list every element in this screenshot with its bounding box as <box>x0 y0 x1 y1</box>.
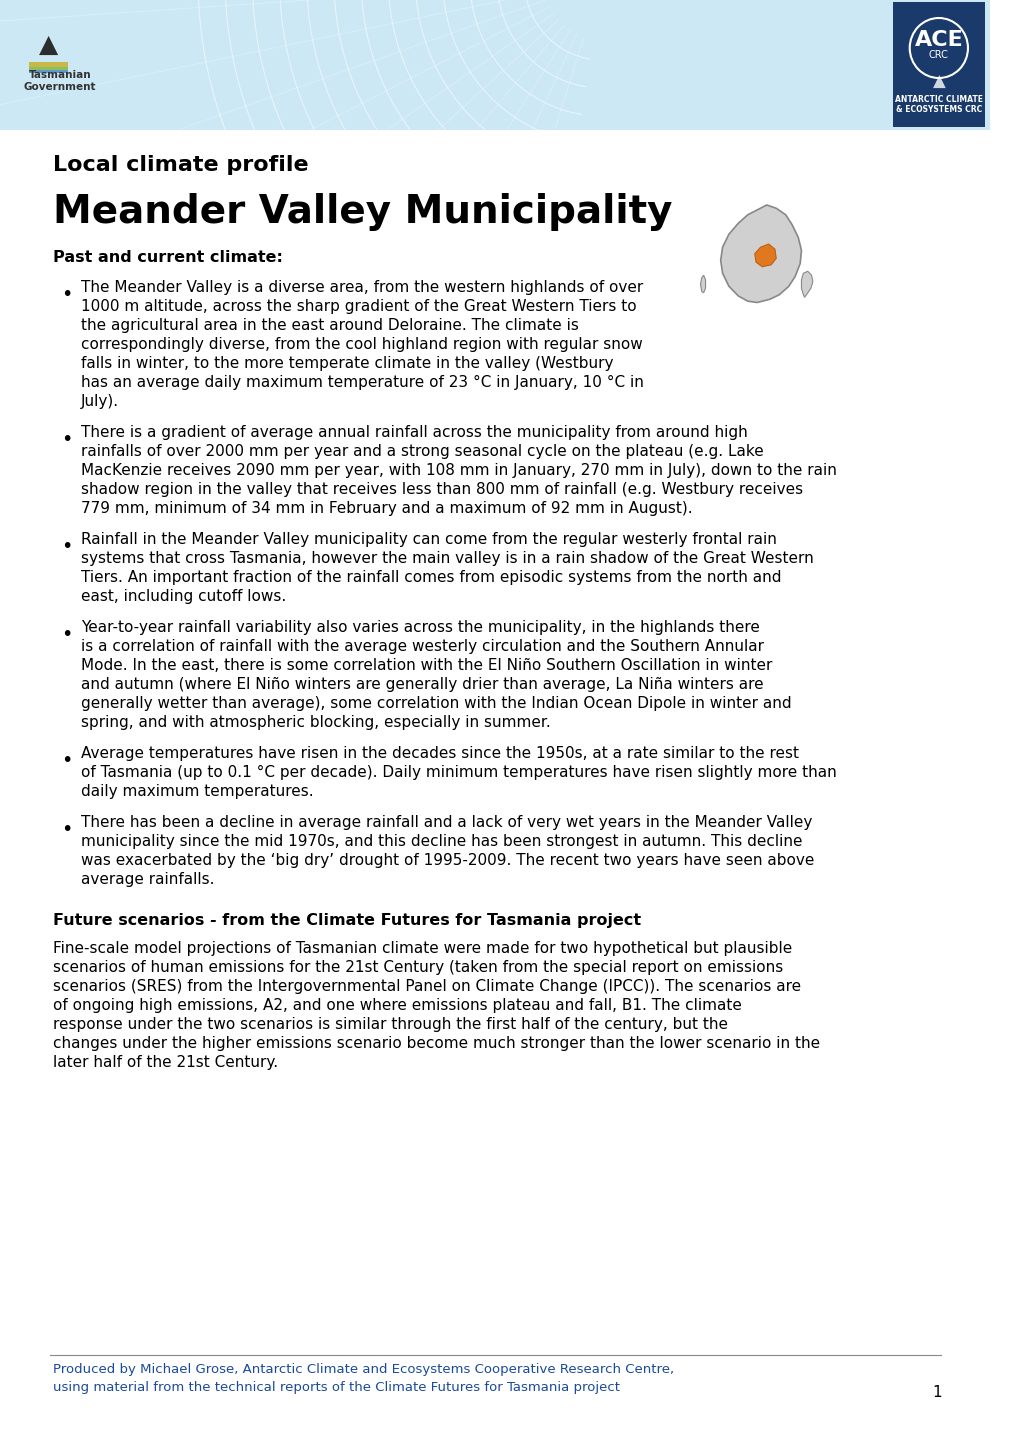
Text: •: • <box>61 286 72 304</box>
Text: •: • <box>61 537 72 556</box>
Text: and autumn (where El Niño winters are generally drier than average, La Niña wint: and autumn (where El Niño winters are ge… <box>81 677 762 693</box>
Text: There is a gradient of average annual rainfall across the municipality from arou: There is a gradient of average annual ra… <box>81 426 747 440</box>
Text: has an average daily maximum temperature of 23 °C in January, 10 °C in: has an average daily maximum temperature… <box>81 375 643 390</box>
Text: 1: 1 <box>931 1385 941 1400</box>
Polygon shape <box>801 271 812 297</box>
Text: the agricultural area in the east around Deloraine. The climate is: the agricultural area in the east around… <box>81 317 578 333</box>
Text: 779 mm, minimum of 34 mm in February and a maximum of 92 mm in August).: 779 mm, minimum of 34 mm in February and… <box>81 501 692 517</box>
Text: scenarios of human emissions for the 21st Century (taken from the special report: scenarios of human emissions for the 21s… <box>53 960 783 975</box>
Text: east, including cutoff lows.: east, including cutoff lows. <box>81 589 285 605</box>
Text: response under the two scenarios is similar through the first half of the centur: response under the two scenarios is simi… <box>53 1017 728 1032</box>
Text: •: • <box>61 430 72 449</box>
Text: scenarios (SRES) from the Intergovernmental Panel on Climate Change (IPCC)). The: scenarios (SRES) from the Intergovernmen… <box>53 978 801 994</box>
FancyBboxPatch shape <box>0 0 989 130</box>
Text: ANTARCTIC CLIMATE: ANTARCTIC CLIMATE <box>894 95 982 104</box>
FancyBboxPatch shape <box>30 62 68 69</box>
Text: Year-to-year rainfall variability also varies across the municipality, in the hi: Year-to-year rainfall variability also v… <box>81 620 759 635</box>
Text: Produced by Michael Grose, Antarctic Climate and Ecosystems Cooperative Research: Produced by Michael Grose, Antarctic Cli… <box>53 1364 674 1377</box>
Text: Future scenarios - from the Climate Futures for Tasmania project: Future scenarios - from the Climate Futu… <box>53 913 641 928</box>
Text: later half of the 21st Century.: later half of the 21st Century. <box>53 1055 278 1071</box>
Text: of Tasmania (up to 0.1 °C per decade). Daily minimum temperatures have risen sli: of Tasmania (up to 0.1 °C per decade). D… <box>81 765 836 781</box>
Text: is a correlation of rainfall with the average westerly circulation and the South: is a correlation of rainfall with the av… <box>81 639 763 654</box>
Text: MacKenzie receives 2090 mm per year, with 108 mm in January, 270 mm in July), do: MacKenzie receives 2090 mm per year, wit… <box>81 463 836 478</box>
Text: Rainfall in the Meander Valley municipality can come from the regular westerly f: Rainfall in the Meander Valley municipal… <box>81 532 775 547</box>
Text: average rainfalls.: average rainfalls. <box>81 872 214 887</box>
Text: ▲: ▲ <box>39 33 58 58</box>
Text: Meander Valley Municipality: Meander Valley Municipality <box>53 193 673 231</box>
Text: •: • <box>61 820 72 838</box>
Text: Local climate profile: Local climate profile <box>53 154 309 175</box>
Polygon shape <box>700 276 705 293</box>
Text: correspondingly diverse, from the cool highland region with regular snow: correspondingly diverse, from the cool h… <box>81 338 642 352</box>
Polygon shape <box>720 205 801 303</box>
Text: Past and current climate:: Past and current climate: <box>53 250 283 266</box>
Text: July).: July). <box>81 394 118 408</box>
Text: was exacerbated by the ‘big dry’ drought of 1995-2009. The recent two years have: was exacerbated by the ‘big dry’ drought… <box>81 853 813 869</box>
Text: Government: Government <box>23 82 97 92</box>
Text: ACE: ACE <box>914 30 962 51</box>
Text: Fine-scale model projections of Tasmanian climate were made for two hypothetical: Fine-scale model projections of Tasmania… <box>53 941 792 957</box>
Text: generally wetter than average), some correlation with the Indian Ocean Dipole in: generally wetter than average), some cor… <box>81 696 791 711</box>
Text: ▲: ▲ <box>931 74 945 91</box>
Text: daily maximum temperatures.: daily maximum temperatures. <box>81 784 313 799</box>
Polygon shape <box>754 244 775 267</box>
Text: of ongoing high emissions, A2, and one where emissions plateau and fall, B1. The: of ongoing high emissions, A2, and one w… <box>53 999 742 1013</box>
FancyBboxPatch shape <box>30 71 68 74</box>
Text: Tasmanian: Tasmanian <box>29 71 92 79</box>
Text: using material from the technical reports of the Climate Futures for Tasmania pr: using material from the technical report… <box>53 1381 620 1394</box>
Text: Average temperatures have risen in the decades since the 1950s, at a rate simila: Average temperatures have risen in the d… <box>81 746 798 760</box>
Text: 1000 m altitude, across the sharp gradient of the Great Western Tiers to: 1000 m altitude, across the sharp gradie… <box>81 299 636 315</box>
Text: spring, and with atmospheric blocking, especially in summer.: spring, and with atmospheric blocking, e… <box>81 714 550 730</box>
Text: •: • <box>61 625 72 644</box>
Text: falls in winter, to the more temperate climate in the valley (Westbury: falls in winter, to the more temperate c… <box>81 356 612 371</box>
Text: municipality since the mid 1970s, and this decline has been strongest in autumn.: municipality since the mid 1970s, and th… <box>81 834 801 848</box>
Text: CRC: CRC <box>928 51 948 61</box>
Text: There has been a decline in average rainfall and a lack of very wet years in the: There has been a decline in average rain… <box>81 815 811 830</box>
Text: rainfalls of over 2000 mm per year and a strong seasonal cycle on the plateau (e: rainfalls of over 2000 mm per year and a… <box>81 444 762 459</box>
Text: •: • <box>61 750 72 771</box>
Text: changes under the higher emissions scenario become much stronger than the lower : changes under the higher emissions scena… <box>53 1036 819 1051</box>
Text: Mode. In the east, there is some correlation with the El Niño Southern Oscillati: Mode. In the east, there is some correla… <box>81 658 771 672</box>
FancyBboxPatch shape <box>893 1 984 127</box>
Text: Tiers. An important fraction of the rainfall comes from episodic systems from th: Tiers. An important fraction of the rain… <box>81 570 781 584</box>
FancyBboxPatch shape <box>30 66 68 71</box>
Text: systems that cross Tasmania, however the main valley is in a rain shadow of the : systems that cross Tasmania, however the… <box>81 551 812 566</box>
Text: & ECOSYSTEMS CRC: & ECOSYSTEMS CRC <box>895 105 981 114</box>
Text: shadow region in the valley that receives less than 800 mm of rainfall (e.g. Wes: shadow region in the valley that receive… <box>81 482 802 496</box>
Text: The Meander Valley is a diverse area, from the western highlands of over: The Meander Valley is a diverse area, fr… <box>81 280 642 294</box>
